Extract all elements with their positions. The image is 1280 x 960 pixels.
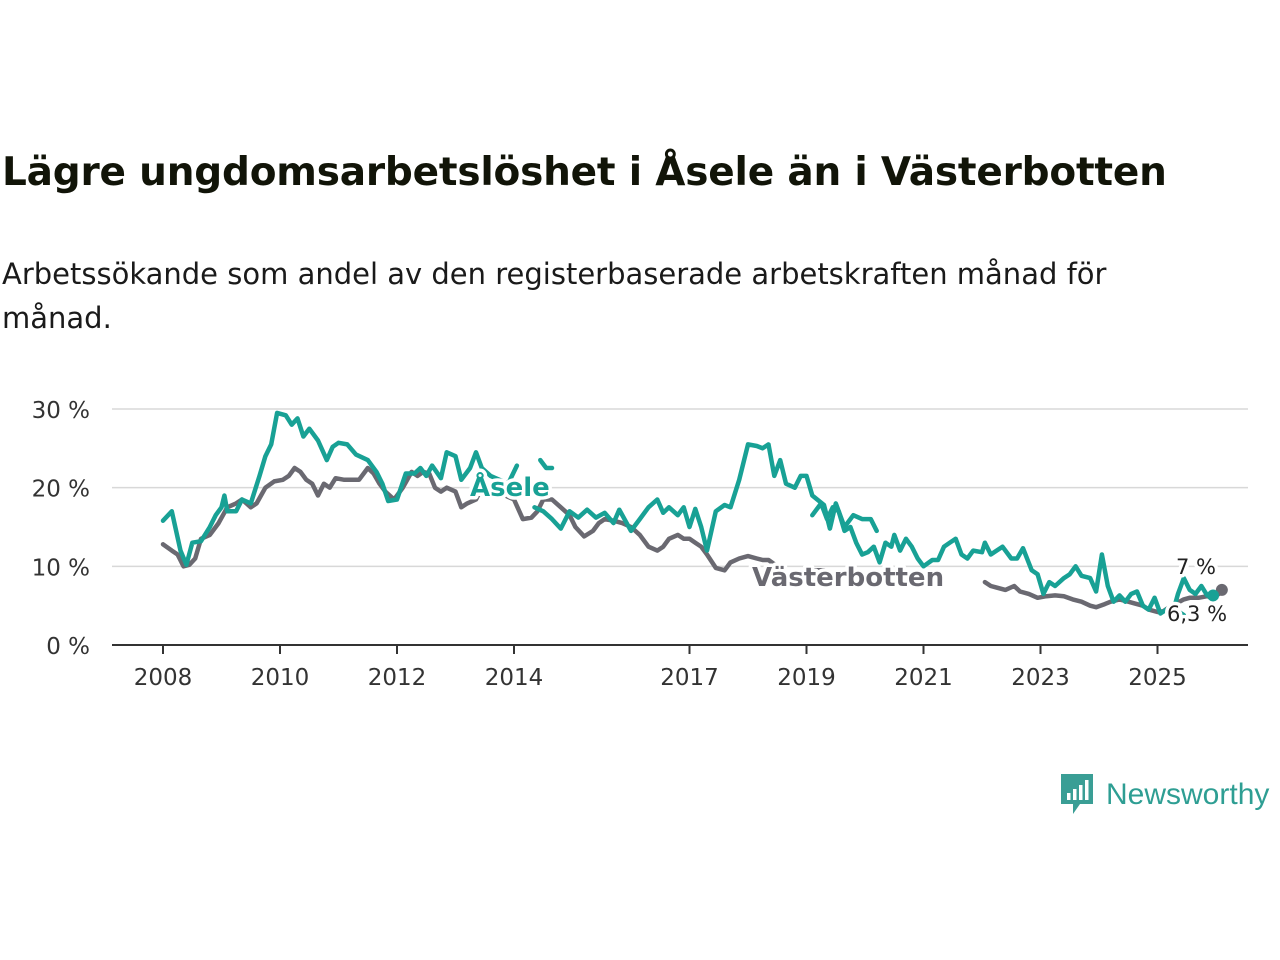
y-tick-label: 30 % bbox=[32, 398, 90, 424]
asele-series-label: Åsele bbox=[470, 471, 550, 503]
series-labels: Åsele Västerbotten 7 % 6,3 % bbox=[467, 468, 1231, 630]
line-chart: 0 % 10 % 20 % 30 % 2008 2010 2012 2014 2017 2019… bbox=[32, 398, 1248, 691]
chart-subtitle: Arbetssökande som andel av den registerb… bbox=[2, 257, 1107, 335]
x-tick-label: 2014 bbox=[485, 665, 544, 691]
x-tick-label: 2019 bbox=[777, 665, 836, 691]
x-tick-label: 2021 bbox=[894, 665, 953, 691]
bar-chart-speech-icon bbox=[1061, 774, 1093, 814]
y-tick-label: 20 % bbox=[32, 477, 90, 503]
chart-title: Lägre ungdomsarbetslöshet i Åsele än i V… bbox=[2, 150, 1167, 195]
asele-end-label: 6,3 % bbox=[1167, 602, 1227, 626]
asele-end-marker bbox=[1207, 589, 1220, 602]
y-tick-label: 0 % bbox=[46, 634, 90, 660]
vasterbotten-line bbox=[160, 465, 839, 581]
asele-line bbox=[160, 410, 520, 568]
asele-line bbox=[532, 442, 879, 553]
vasterbotten-series-label: Västerbotten bbox=[752, 563, 944, 593]
series-lines bbox=[160, 410, 1228, 618]
vasterbotten-end-label: 7 % bbox=[1176, 555, 1216, 579]
x-tick-label: 2012 bbox=[368, 665, 427, 691]
asele-line bbox=[538, 457, 555, 471]
y-axis-ticks: 0 % 10 % 20 % 30 % bbox=[32, 398, 90, 660]
vasterbotten-end-marker bbox=[1215, 583, 1228, 596]
gridlines bbox=[112, 408, 1248, 568]
newsworthy-logo: Newsworthy bbox=[1058, 772, 1269, 818]
x-tick-label: 2023 bbox=[1011, 665, 1070, 691]
x-axis: 2008 2010 2012 2014 2017 2019 2021 2023 2025 bbox=[112, 644, 1248, 691]
asele-line bbox=[810, 501, 1187, 618]
vasterbotten-line bbox=[982, 579, 1225, 615]
x-tick-label: 2010 bbox=[251, 665, 310, 691]
x-tick-label: 2017 bbox=[660, 665, 719, 691]
x-tick-label: 2025 bbox=[1128, 665, 1187, 691]
asele-line bbox=[1169, 575, 1216, 618]
x-tick-label: 2008 bbox=[134, 665, 193, 691]
y-tick-label: 10 % bbox=[32, 555, 90, 581]
logo-text: Newsworthy bbox=[1106, 778, 1270, 811]
